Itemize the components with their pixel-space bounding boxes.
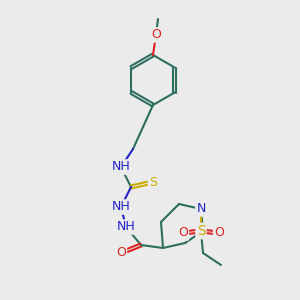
Text: O: O bbox=[151, 28, 161, 41]
Text: N: N bbox=[196, 202, 206, 215]
Text: S: S bbox=[149, 176, 157, 188]
Text: NH: NH bbox=[112, 200, 130, 214]
Text: S: S bbox=[196, 224, 206, 238]
Text: NH: NH bbox=[117, 220, 135, 233]
Text: O: O bbox=[214, 226, 224, 239]
Text: O: O bbox=[116, 247, 126, 260]
Text: O: O bbox=[178, 226, 188, 239]
Text: NH: NH bbox=[112, 160, 130, 173]
